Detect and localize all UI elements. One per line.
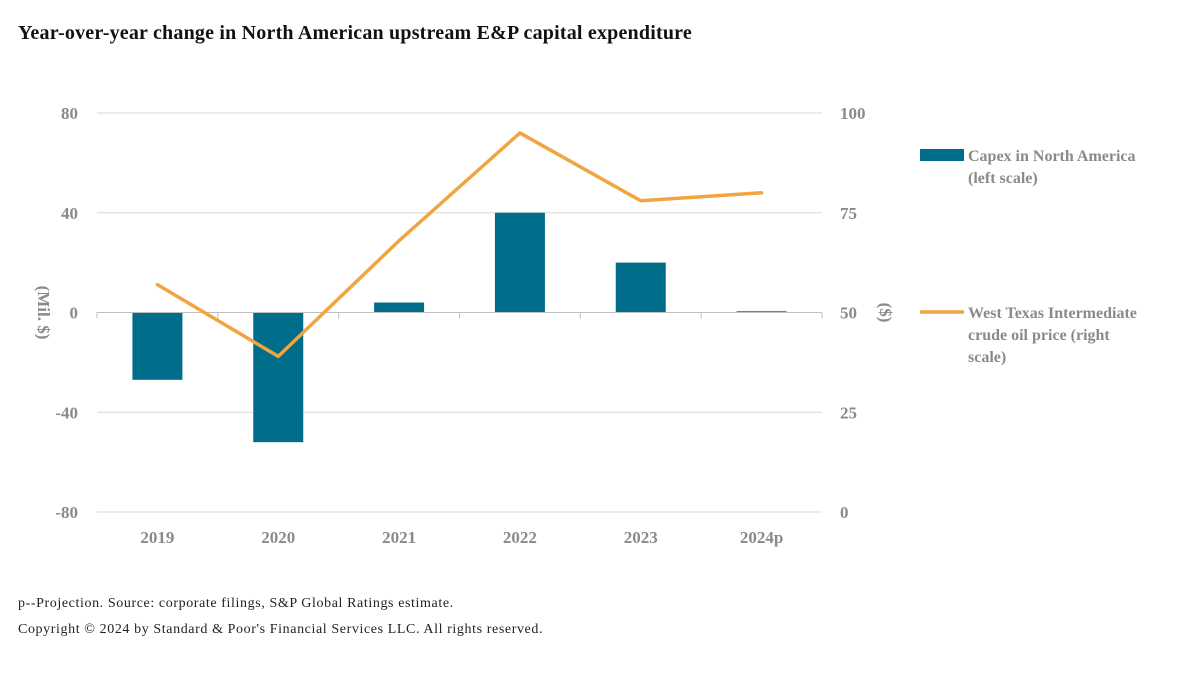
- y2-tick-label: 75: [840, 204, 857, 223]
- capex-bar: [615, 262, 666, 313]
- y-tick-label: -80: [55, 503, 78, 522]
- capex-bar: [494, 212, 545, 313]
- legend-label-capex: (left scale): [968, 170, 1038, 187]
- legend-label-wti: scale): [968, 349, 1006, 366]
- legend: Capex in North America (left scale) West T…: [920, 148, 1137, 366]
- tick-labels: -80 -40 0 40 80 0 25 50 75 100 2019 2020 2021 2022 202…: [34, 104, 895, 547]
- copyright-note: Copyright © 2024 by Standard & Poor's Fi…: [18, 622, 544, 637]
- y-tick-label: -40: [55, 403, 78, 422]
- x-tick-label: 2021: [382, 528, 416, 547]
- capex-bar: [253, 312, 304, 443]
- chart: -80 -40 0 40 80 0 25 50 75 100 2019 2020 2021 2022 202…: [34, 104, 1137, 547]
- y-tick-label: 80: [61, 104, 78, 123]
- y-axis-title: (Mil. $): [34, 286, 53, 340]
- y-tick-label: 0: [70, 304, 79, 323]
- axes: [96, 312, 823, 319]
- legend-label-wti: crude oil price (right: [968, 327, 1110, 344]
- x-tick-label: 2022: [503, 528, 537, 547]
- x-tick-label: 2020: [261, 528, 295, 547]
- x-tick-label: 2024p: [740, 528, 783, 547]
- y2-tick-label: 0: [840, 503, 849, 522]
- y2-tick-label: 100: [840, 104, 866, 123]
- wti-price-line: [155, 131, 764, 359]
- legend-swatch-capex: [920, 149, 964, 161]
- capex-bar: [132, 312, 183, 380]
- line-series: [155, 131, 764, 359]
- y2-axis-title: ($): [876, 303, 895, 323]
- bar-series: [132, 212, 787, 443]
- y2-tick-label: 50: [840, 304, 857, 323]
- y-tick-label: 40: [61, 204, 78, 223]
- legend-label-capex: Capex in North America: [968, 148, 1136, 165]
- y2-tick-label: 25: [840, 403, 857, 422]
- footnote: p--Projection. Source: corporate filings…: [18, 596, 454, 611]
- capex-bar: [374, 302, 425, 313]
- legend-label-wti: West Texas Intermediate: [968, 305, 1137, 322]
- chart-title: Year-over-year change in North American …: [18, 22, 692, 44]
- x-tick-label: 2023: [624, 528, 658, 547]
- x-tick-label: 2019: [140, 528, 174, 547]
- gridlines: [97, 112, 822, 513]
